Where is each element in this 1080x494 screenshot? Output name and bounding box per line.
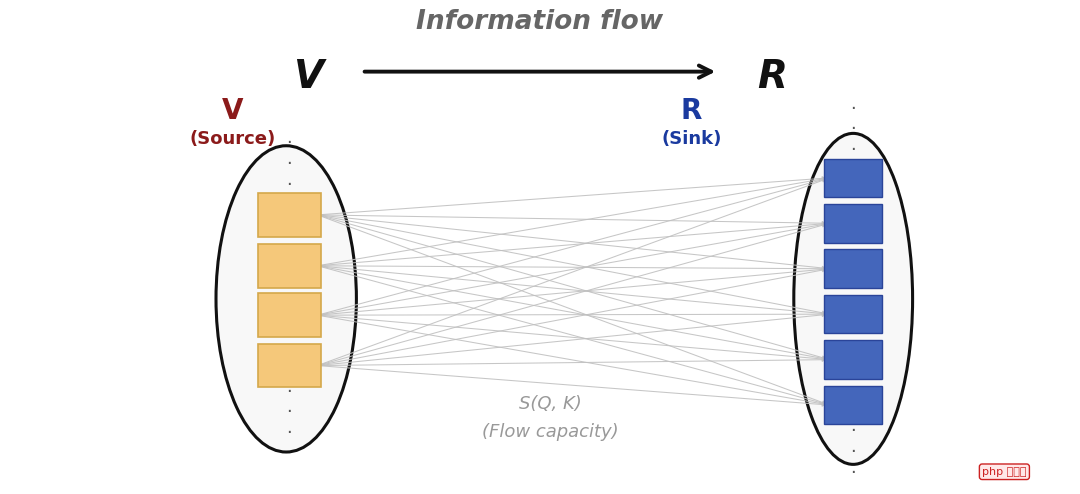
Text: V: V (221, 97, 243, 125)
Text: (Source): (Source) (189, 130, 275, 148)
FancyBboxPatch shape (824, 249, 882, 288)
Text: php 中文网: php 中文网 (982, 467, 1027, 477)
FancyBboxPatch shape (824, 204, 882, 243)
FancyBboxPatch shape (258, 193, 321, 237)
Text: R: R (680, 97, 702, 125)
Text: ·
·
·: · · · (286, 383, 293, 442)
FancyBboxPatch shape (258, 344, 321, 387)
Text: (Sink): (Sink) (661, 130, 721, 148)
Ellipse shape (216, 146, 356, 452)
Text: R: R (757, 58, 787, 95)
Text: S(Q, K): S(Q, K) (519, 395, 582, 413)
Text: V: V (293, 58, 323, 95)
Ellipse shape (794, 133, 913, 464)
FancyBboxPatch shape (824, 159, 882, 197)
Text: (Flow capacity): (Flow capacity) (483, 423, 619, 441)
Text: ·
·
·: · · · (850, 422, 856, 482)
FancyBboxPatch shape (258, 293, 321, 337)
FancyBboxPatch shape (824, 386, 882, 424)
FancyBboxPatch shape (258, 244, 321, 288)
Text: ·
·
·: · · · (286, 134, 293, 194)
FancyBboxPatch shape (824, 340, 882, 379)
FancyBboxPatch shape (824, 295, 882, 333)
Text: ·
·
·: · · · (850, 100, 856, 159)
Text: Information flow: Information flow (417, 9, 663, 35)
